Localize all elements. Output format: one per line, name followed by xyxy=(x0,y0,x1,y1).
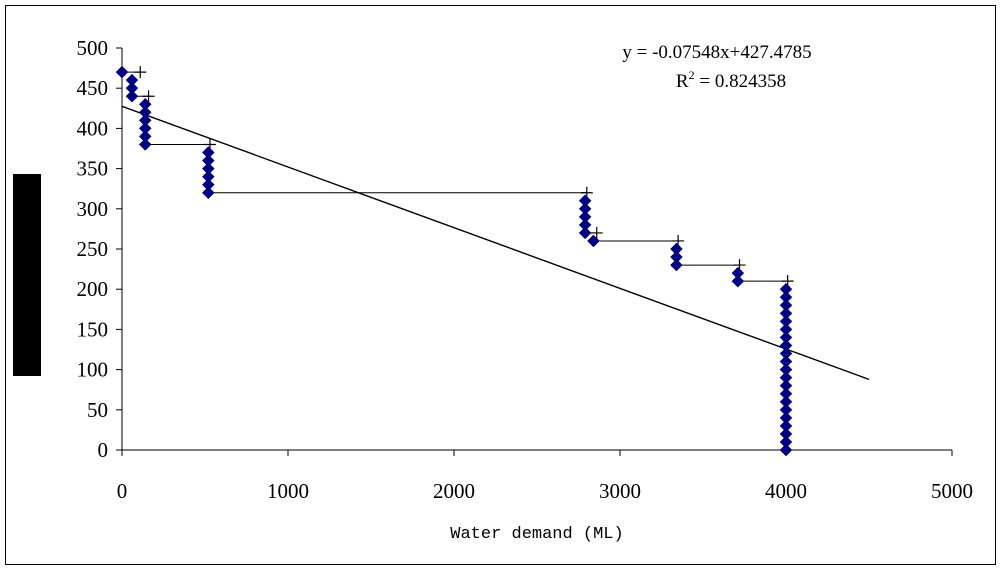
x-tick-label: 0 xyxy=(117,479,128,503)
y-tick-label: 100 xyxy=(77,358,109,382)
data-point xyxy=(731,274,745,288)
r-squared-prefix: R xyxy=(676,71,689,92)
y-tick-label: 450 xyxy=(77,76,109,100)
y-tick-label: 400 xyxy=(77,116,109,140)
x-tick-label: 3000 xyxy=(599,479,641,503)
trendline xyxy=(121,105,870,381)
step-plus-marker xyxy=(142,90,155,103)
data-point xyxy=(670,258,683,272)
data-point xyxy=(587,234,600,248)
step-plus-marker xyxy=(590,226,603,239)
data-point xyxy=(138,138,152,151)
r-squared-superscript: 2 xyxy=(689,68,695,82)
r-squared-label: R2 = 0.824358 xyxy=(676,68,786,92)
y-tick-label: 350 xyxy=(77,157,109,181)
axes xyxy=(116,47,953,456)
scatter-points-group xyxy=(115,65,793,457)
step-plus-marker xyxy=(134,66,147,79)
step-series-group xyxy=(122,66,794,288)
data-point xyxy=(115,65,129,79)
y-tick-label: 300 xyxy=(77,197,109,221)
trendline-equation: y = -0.07548x+427.4785 xyxy=(622,42,811,63)
data-point xyxy=(779,443,793,457)
x-tick-label: 2000 xyxy=(433,479,475,503)
data-point xyxy=(201,186,215,200)
trendline-group xyxy=(121,105,870,381)
x-axis-title: Water demand (ML) xyxy=(450,525,623,544)
y-tick-label: 150 xyxy=(77,317,109,341)
y-tick-label: 0 xyxy=(98,438,109,462)
x-tick-label: 1000 xyxy=(267,479,309,503)
y-tick-label: 250 xyxy=(77,237,109,261)
x-tick-label: 4000 xyxy=(765,479,807,503)
data-point xyxy=(578,226,592,240)
chart-frame xyxy=(5,5,996,565)
y-tick-label: 200 xyxy=(77,277,109,301)
y-tick-label: 500 xyxy=(77,36,109,60)
data-point xyxy=(125,89,139,103)
y-tick-label: 50 xyxy=(87,398,108,422)
r-squared-value: = 0.824358 xyxy=(695,71,786,92)
y-axis-label-redaction xyxy=(13,174,41,376)
x-tick-label: 5000 xyxy=(931,479,973,503)
